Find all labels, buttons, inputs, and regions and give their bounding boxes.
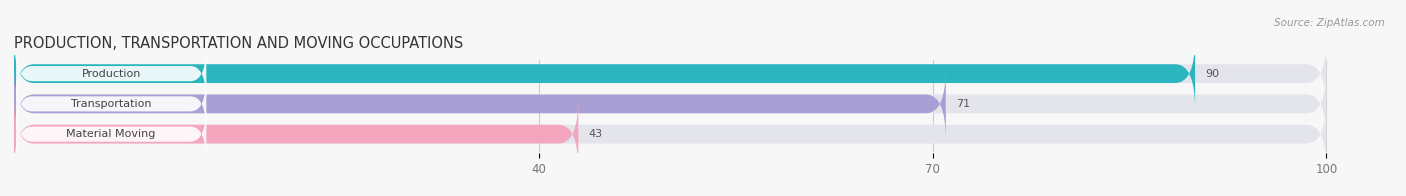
Text: PRODUCTION, TRANSPORTATION AND MOVING OCCUPATIONS: PRODUCTION, TRANSPORTATION AND MOVING OC… — [14, 36, 464, 51]
Text: 43: 43 — [589, 129, 603, 139]
FancyBboxPatch shape — [14, 38, 1326, 110]
FancyBboxPatch shape — [15, 105, 207, 163]
FancyBboxPatch shape — [14, 98, 578, 170]
Text: Source: ZipAtlas.com: Source: ZipAtlas.com — [1274, 18, 1385, 28]
Text: Production: Production — [82, 69, 141, 79]
Text: 71: 71 — [956, 99, 970, 109]
Text: 90: 90 — [1205, 69, 1220, 79]
FancyBboxPatch shape — [14, 68, 1326, 140]
FancyBboxPatch shape — [14, 98, 1326, 170]
Text: Transportation: Transportation — [70, 99, 152, 109]
FancyBboxPatch shape — [14, 38, 1195, 110]
FancyBboxPatch shape — [15, 75, 207, 133]
FancyBboxPatch shape — [14, 68, 946, 140]
FancyBboxPatch shape — [15, 45, 207, 102]
Text: Material Moving: Material Moving — [66, 129, 156, 139]
